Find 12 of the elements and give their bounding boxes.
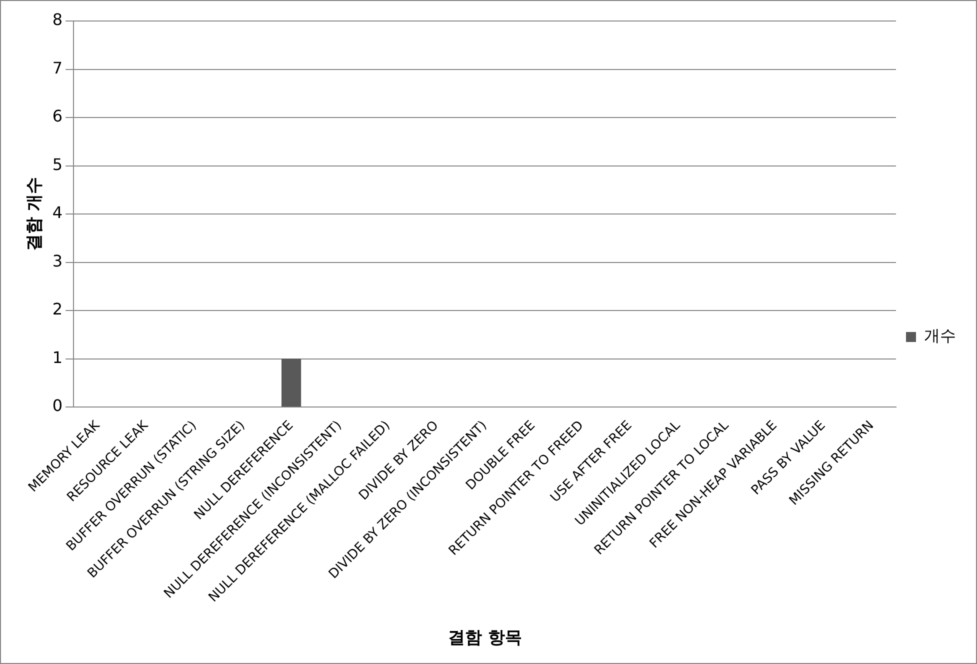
y-tick-label: 2 — [52, 300, 63, 319]
y-tick-label: 0 — [52, 396, 63, 416]
y-tick-label: 8 — [52, 10, 63, 30]
y-axis-title: 결함 개수 — [24, 177, 45, 251]
y-tick-label: 3 — [52, 251, 63, 270]
y-tick-label: 1 — [52, 348, 63, 367]
x-axis-title: 결함 항목 — [448, 628, 522, 648]
y-tick-label: 4 — [52, 203, 63, 222]
legend-label: 개수 — [924, 326, 956, 346]
y-tick-label: 7 — [52, 58, 63, 78]
y-tick-label: 5 — [52, 154, 63, 174]
y-tick-label: 6 — [52, 106, 63, 126]
